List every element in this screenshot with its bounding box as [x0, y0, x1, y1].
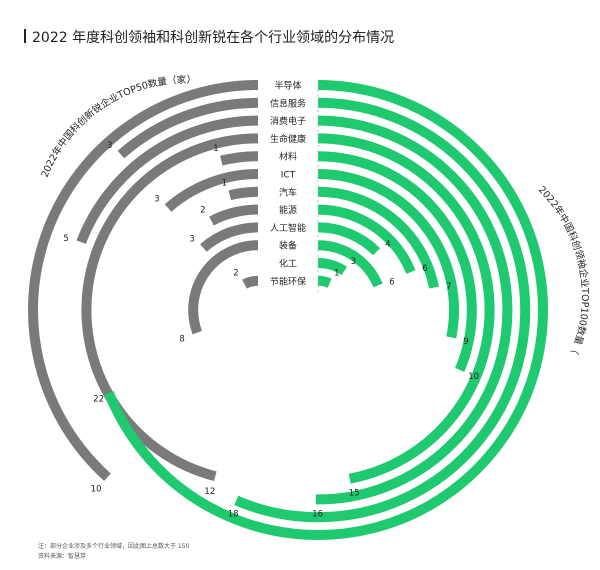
left-value-1: 3: [107, 141, 112, 151]
right-value-1: 18: [228, 509, 239, 519]
note-line-2: 资料来源：智慧芽: [38, 553, 87, 560]
left-arc-4: [220, 151, 259, 166]
note-line-1: 注：部分企业涉及多个行业领域，因此图上总数大于 150: [38, 543, 190, 550]
right-value-5: 9: [463, 337, 468, 347]
title-accent-bar: [24, 29, 26, 43]
right-arc-2: [315, 115, 513, 505]
footnote: 注：部分企业涉及多个行业领域，因此图上总数大于 150 资料来源：智慧芽: [38, 542, 189, 562]
left-value-7: 2: [200, 206, 205, 216]
right-arc-10: [317, 258, 347, 276]
right-series-arcs: [104, 80, 548, 540]
right-value-4: 10: [468, 372, 479, 382]
right-value-11: 1: [334, 268, 339, 278]
category-label-9: 装备: [279, 240, 297, 252]
category-label-0: 半导体: [274, 80, 301, 92]
right-arc-1: [234, 97, 531, 523]
left-arc-8: [200, 222, 259, 252]
right-arc-0: [104, 80, 548, 540]
category-label-6: 汽车: [279, 186, 297, 198]
left-arc-1: [117, 97, 259, 159]
right-value-2: 16: [312, 509, 323, 519]
left-value-4: 1: [213, 144, 218, 154]
left-arc-11: [242, 275, 259, 289]
left-arc-2: [76, 115, 259, 244]
left-arc-5: [164, 169, 259, 212]
left-arc-0: [28, 80, 259, 481]
category-label-5: ICT: [281, 171, 296, 181]
right-value-0: 22: [93, 395, 104, 405]
left-arc-7: [209, 204, 259, 226]
left-arc-6: [228, 186, 259, 201]
left-arc-9: [188, 240, 259, 335]
left-arc-3: [81, 133, 259, 482]
category-label-1: 信息服务: [270, 97, 306, 109]
right-arc-3: [317, 133, 495, 484]
left-value-8: 3: [189, 235, 194, 245]
category-label-10: 化工: [279, 258, 297, 270]
category-label-3: 生命健康: [270, 133, 306, 145]
right-value-3: 15: [349, 488, 360, 498]
category-label-8: 人工智能: [270, 222, 306, 234]
left-value-9: 8: [179, 334, 184, 344]
right-arc-11: [317, 275, 332, 288]
left-value-6: 1: [222, 179, 227, 189]
right-arc-5: [317, 169, 459, 339]
left-value-5: 3: [154, 194, 159, 204]
right-value-7: 6: [422, 264, 427, 274]
right-value-10: 3: [351, 257, 356, 267]
left-value-0: 10: [91, 485, 102, 495]
value-labels: 10 22 3 18 5 16 12 15 1 10 3 9 1 7 2 6 3 4 8 6 3 2 1: [63, 141, 479, 519]
category-label-7: 能源: [279, 204, 297, 216]
category-label-2: 消费电子: [270, 115, 306, 127]
right-arc-4: [317, 151, 477, 372]
left-value-11: 2: [233, 269, 238, 279]
right-value-9: 6: [389, 278, 394, 288]
category-label-4: 材料: [279, 151, 297, 163]
right-arc-6: [317, 186, 439, 289]
left-value-3: 12: [204, 487, 215, 497]
right-value-6: 7: [446, 282, 451, 292]
right-value-8: 4: [385, 240, 390, 250]
left-series-arcs: [28, 80, 259, 482]
page-title: 2022 年度科创领袖和科创新锐在各个行业领域的分布情况: [32, 30, 395, 46]
right-arc-7: [317, 204, 416, 274]
left-value-2: 5: [63, 234, 68, 244]
right-arc-8: [317, 222, 381, 256]
right-arc-9: [317, 240, 383, 288]
category-label-11: 节能环保: [270, 275, 306, 287]
